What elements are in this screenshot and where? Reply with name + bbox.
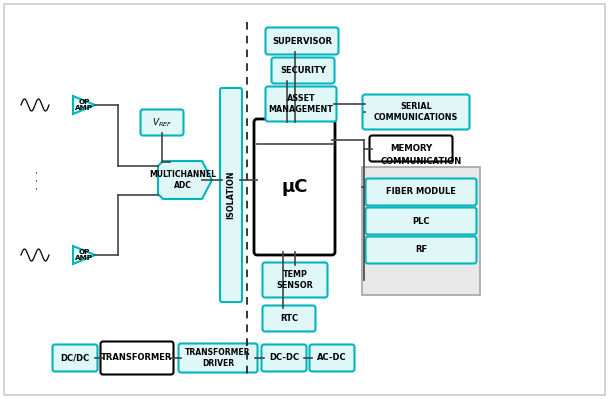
Text: μC: μC [281, 178, 308, 196]
Text: ISOLATION: ISOLATION [227, 171, 236, 219]
Polygon shape [158, 161, 212, 199]
Text: TEMP
SENSOR: TEMP SENSOR [276, 270, 314, 290]
Text: COMMUNICATION: COMMUNICATION [381, 157, 462, 166]
Text: SERIAL
COMMUNICATIONS: SERIAL COMMUNICATIONS [374, 102, 458, 122]
Text: MEMORY: MEMORY [390, 144, 432, 153]
FancyBboxPatch shape [262, 263, 328, 298]
FancyBboxPatch shape [365, 178, 476, 205]
FancyBboxPatch shape [272, 57, 334, 83]
FancyBboxPatch shape [365, 237, 476, 263]
FancyBboxPatch shape [254, 119, 335, 255]
Text: TRANSFORMER: TRANSFORMER [101, 354, 173, 363]
FancyBboxPatch shape [266, 28, 339, 55]
Text: $V_{REF}$: $V_{REF}$ [152, 116, 172, 129]
Text: DC-DC: DC-DC [269, 354, 299, 363]
Text: TRANSFORMER
DRIVER: TRANSFORMER DRIVER [185, 348, 251, 368]
Text: MULTICHANNEL
ADC: MULTICHANNEL ADC [149, 170, 217, 190]
FancyBboxPatch shape [178, 344, 258, 373]
FancyBboxPatch shape [141, 109, 183, 136]
FancyBboxPatch shape [220, 88, 242, 302]
Text: ASSET
MANAGEMENT: ASSET MANAGEMENT [269, 94, 334, 114]
FancyBboxPatch shape [362, 95, 470, 130]
FancyBboxPatch shape [266, 87, 337, 122]
Text: RTC: RTC [280, 314, 298, 323]
FancyBboxPatch shape [100, 342, 174, 375]
Text: · · ·: · · · [32, 170, 44, 190]
FancyBboxPatch shape [262, 306, 315, 332]
Text: PLC: PLC [412, 217, 430, 225]
Polygon shape [73, 96, 95, 114]
FancyBboxPatch shape [365, 207, 476, 235]
FancyBboxPatch shape [309, 344, 354, 371]
Text: FIBER MODULE: FIBER MODULE [386, 188, 456, 196]
Text: SUPERVISOR: SUPERVISOR [272, 36, 332, 45]
Bar [362, 167, 480, 295]
Polygon shape [73, 246, 95, 264]
Text: AC-DC: AC-DC [317, 354, 347, 363]
FancyBboxPatch shape [52, 344, 97, 371]
Text: OP
AMP: OP AMP [75, 99, 93, 111]
FancyBboxPatch shape [370, 136, 452, 162]
Text: RF: RF [415, 245, 427, 255]
Text: DC/DC: DC/DC [60, 354, 90, 363]
Text: OP
AMP: OP AMP [75, 249, 93, 261]
Text: SECURITY: SECURITY [280, 66, 326, 75]
FancyBboxPatch shape [261, 344, 306, 371]
